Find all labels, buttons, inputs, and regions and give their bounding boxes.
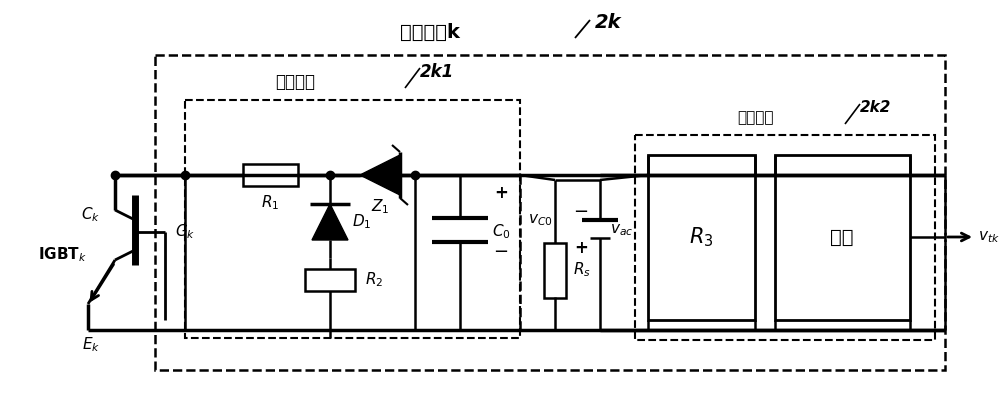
Text: $C_0$: $C_0$ (492, 223, 511, 241)
Text: +: + (574, 239, 588, 257)
Text: $G_k$: $G_k$ (175, 223, 195, 241)
Bar (648, 155, 755, 320)
Text: −: − (573, 203, 588, 221)
Text: 箝位电路: 箝位电路 (275, 73, 315, 91)
Text: $R_2$: $R_2$ (365, 271, 383, 289)
Text: $D_1$: $D_1$ (352, 213, 371, 231)
Text: 隔离电路: 隔离电路 (737, 111, 773, 126)
Polygon shape (312, 204, 348, 240)
Text: 2k2: 2k2 (860, 101, 891, 115)
Text: $R_s$: $R_s$ (573, 261, 591, 279)
Text: $R_1$: $R_1$ (261, 194, 279, 212)
Polygon shape (360, 155, 400, 195)
Text: $E_k$: $E_k$ (82, 336, 100, 354)
Text: 光耦: 光耦 (830, 227, 854, 247)
Text: $v_{ac}$: $v_{ac}$ (610, 222, 633, 238)
Text: $C_k$: $C_k$ (81, 205, 100, 224)
Text: 箝位单元k: 箝位单元k (400, 22, 460, 41)
Bar (243, 164, 298, 186)
Text: 2k1: 2k1 (420, 63, 454, 81)
Bar (155, 55, 945, 370)
Text: IGBT$_k$: IGBT$_k$ (38, 246, 87, 265)
Text: −: − (493, 243, 508, 261)
Text: $v_{C0}$: $v_{C0}$ (528, 212, 553, 228)
Bar (305, 269, 355, 291)
Bar (635, 135, 935, 340)
Text: $R_3$: $R_3$ (689, 225, 713, 249)
Text: $v_{tk}$: $v_{tk}$ (978, 229, 1000, 245)
Text: 2k: 2k (595, 12, 622, 32)
Text: +: + (494, 184, 508, 202)
Bar (544, 243, 566, 298)
Text: $Z_1$: $Z_1$ (371, 198, 389, 216)
Bar (185, 100, 520, 338)
Bar (775, 155, 910, 320)
